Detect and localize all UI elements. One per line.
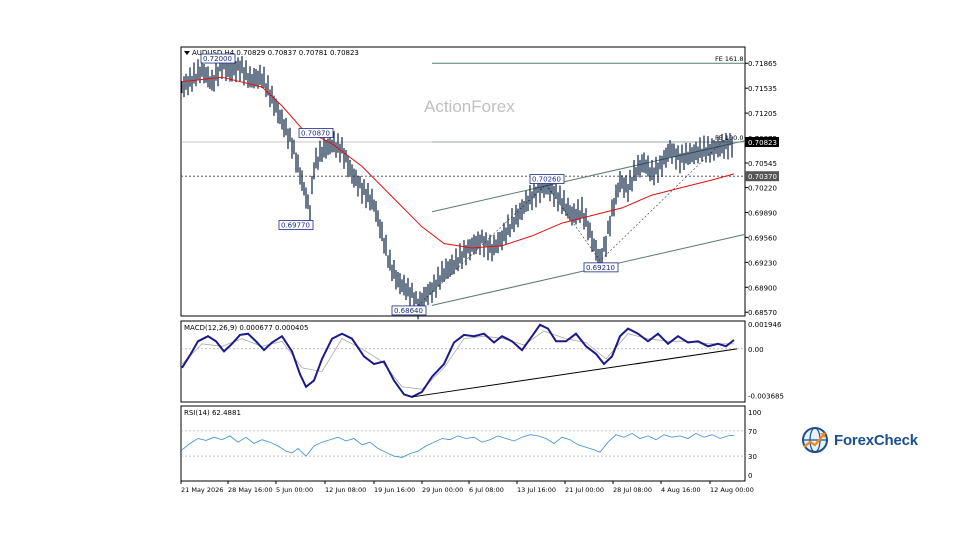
macd-tick-label: -0.003685 bbox=[748, 392, 784, 400]
time-tick-label: 4 Aug 16:00 bbox=[661, 486, 701, 494]
fib-label: FE 161.8 bbox=[715, 55, 744, 63]
time-tick-label: 12 Aug 00:00 bbox=[710, 486, 754, 494]
brand-name: ForexCheck bbox=[834, 431, 918, 449]
price-tick-label: 0.71205 bbox=[748, 110, 777, 118]
current-price-tag bbox=[745, 136, 779, 147]
rsi-tick-label: 100 bbox=[748, 409, 761, 417]
swing-label: 0.69770 bbox=[281, 222, 310, 230]
rsi-line bbox=[181, 432, 735, 458]
swing-label: 0.68640 bbox=[394, 307, 423, 315]
rsi-pane bbox=[180, 405, 746, 482]
moving-average-line bbox=[181, 76, 735, 249]
channel-upper bbox=[431, 140, 746, 213]
swing-label-box bbox=[298, 128, 334, 138]
rsi-tick-label: 0 bbox=[748, 472, 752, 480]
forexcheck-logo: ForexCheck bbox=[800, 424, 940, 456]
level-price-tag bbox=[745, 171, 779, 182]
swing-label: 0.69210 bbox=[586, 264, 615, 272]
price-tick-label: 0.69230 bbox=[748, 259, 777, 267]
zigzag-connector bbox=[417, 135, 729, 306]
swing-label-box bbox=[200, 53, 236, 64]
symbol-header: AUDUSD,H4 0.70829 0.70837 0.70781 0.7082… bbox=[192, 49, 359, 57]
current-price-tag-text: 0.70823 bbox=[748, 139, 777, 147]
level-price-tag-text: 0.70370 bbox=[748, 173, 777, 181]
macd-pane bbox=[180, 320, 746, 403]
menu-triangle-icon bbox=[184, 51, 190, 55]
macd-tick-label: 0.00 bbox=[748, 346, 764, 354]
price-tick-label: 0.70220 bbox=[748, 185, 777, 193]
price-tick-label: 0.71535 bbox=[748, 85, 777, 93]
time-tick-label: 12 Jun 08:00 bbox=[325, 486, 366, 494]
macd-trendline bbox=[411, 348, 738, 398]
time-tick-label: 19 Jun 16:00 bbox=[374, 486, 415, 494]
price-tick-label: 0.69890 bbox=[748, 209, 777, 217]
globe-icon bbox=[802, 427, 828, 453]
rsi-tick-label: 30 bbox=[748, 453, 757, 461]
price-tick-label: 0.68900 bbox=[748, 284, 777, 292]
swing-label-box bbox=[583, 262, 619, 273]
price-pane bbox=[180, 46, 746, 317]
swing-label-box bbox=[278, 220, 314, 230]
time-tick-label: 21 Jul 00:00 bbox=[565, 486, 604, 494]
swing-label-box bbox=[529, 174, 565, 184]
watermark: ActionForex bbox=[424, 97, 515, 116]
time-tick-label: 28 Jul 08:00 bbox=[613, 486, 652, 494]
swing-label: 0.70260 bbox=[532, 176, 561, 184]
rsi-tick-label: 70 bbox=[748, 428, 757, 436]
time-tick-label: 28 May 16:00 bbox=[228, 486, 273, 494]
fib-label: FE 100.0 bbox=[715, 134, 744, 142]
swing-label: 0.72000 bbox=[203, 55, 232, 63]
time-tick-label: 6 Jul 08:00 bbox=[469, 486, 504, 494]
price-tick-label: 0.68570 bbox=[748, 309, 777, 317]
macd-line bbox=[181, 323, 735, 398]
price-tick-label: 0.70545 bbox=[748, 160, 777, 168]
time-tick-label: 13 Jul 16:00 bbox=[517, 486, 556, 494]
swing-label: 0.70870 bbox=[301, 129, 330, 137]
time-tick-label: 29 Jun 00:00 bbox=[422, 486, 463, 494]
macd-header: MACD(12,26,9) 0.000677 0.000405 bbox=[184, 324, 308, 332]
price-tick-label: 0.71865 bbox=[748, 60, 777, 68]
macd-tick-label: 0.001946 bbox=[748, 321, 782, 329]
price-tick-label: 0.69560 bbox=[748, 234, 777, 242]
swing-label-box bbox=[391, 305, 427, 316]
time-tick-label: 21 May 2026 bbox=[181, 486, 223, 494]
rsi-header: RSI(14) 62.4881 bbox=[184, 409, 241, 417]
time-tick-label: 5 Jun 00:00 bbox=[276, 486, 313, 494]
